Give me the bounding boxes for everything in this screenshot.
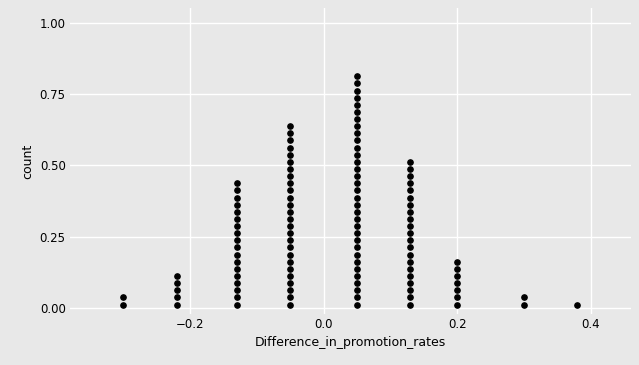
Y-axis label: count: count (21, 143, 34, 178)
X-axis label: Difference_in_promotion_rates: Difference_in_promotion_rates (254, 337, 446, 349)
